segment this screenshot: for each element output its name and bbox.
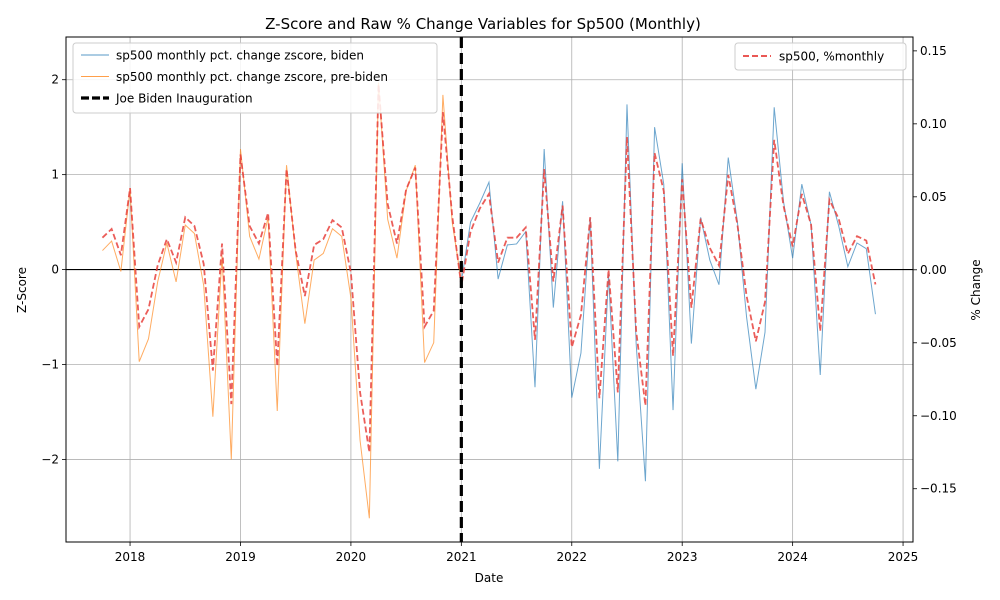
legend-left-label: Joe Biden Inauguration: [115, 92, 253, 106]
x-tick-label: 2025: [888, 550, 919, 564]
y-axis-left: −2 −1 0 1 2: [41, 73, 66, 466]
series-line-1: [460, 104, 876, 482]
y-right-tick-label: 0.00: [920, 263, 947, 277]
x-tick-label: 2020: [336, 550, 367, 564]
legend-right: sp500, %monthly: [734, 42, 907, 71]
series-layer: [101, 82, 877, 519]
x-tick-label: 2018: [115, 550, 146, 564]
y-axis-right-label: % Change: [969, 259, 983, 320]
x-tick-label: 2024: [777, 550, 808, 564]
y-right-tick-label: −0.05: [920, 336, 957, 350]
y-right-tick-label: 0.05: [920, 190, 947, 204]
y-axis-left-label: Z-Score: [15, 267, 29, 313]
y-right-tick-label: 0.10: [920, 117, 947, 131]
series-line-0: [102, 82, 462, 519]
y-right-tick-label: 0.15: [920, 44, 947, 58]
legend-left-box: [72, 42, 438, 114]
y-left-tick-label: 1: [51, 168, 59, 182]
x-axis: 2018 2019 2020 2021 2022 2023 2024 2025: [115, 542, 919, 564]
y-right-tick-label: −0.10: [920, 409, 957, 423]
x-tick-label: 2019: [225, 550, 256, 564]
y-left-tick-label: −1: [41, 357, 59, 371]
x-tick-label: 2023: [667, 550, 698, 564]
x-tick-label: 2021: [446, 550, 477, 564]
legend-left-label: sp500 monthly pct. change zscore, biden: [116, 49, 364, 63]
x-tick-label: 2022: [556, 550, 587, 564]
legend-right-box: [734, 42, 907, 71]
plot-frame: [65, 36, 914, 543]
y-axis-right: −0.15 −0.10 −0.05 0.00 0.05 0.10 0.15: [913, 44, 957, 496]
y-left-tick-label: 2: [51, 73, 59, 87]
legend-right-label: sp500, %monthly: [779, 50, 884, 64]
legend-left: sp500 monthly pct. change zscore, biden s…: [72, 42, 438, 114]
chart-title: Z-Score and Raw % Change Variables for S…: [265, 15, 701, 33]
y-right-tick-label: −0.15: [920, 482, 957, 496]
series-line-2: [101, 84, 877, 453]
legend-left-label: sp500 monthly pct. change zscore, pre-bi…: [116, 70, 388, 84]
y-left-tick-label: 0: [51, 263, 59, 277]
y-left-tick-label: −2: [41, 452, 59, 466]
x-axis-label: Date: [475, 571, 504, 585]
